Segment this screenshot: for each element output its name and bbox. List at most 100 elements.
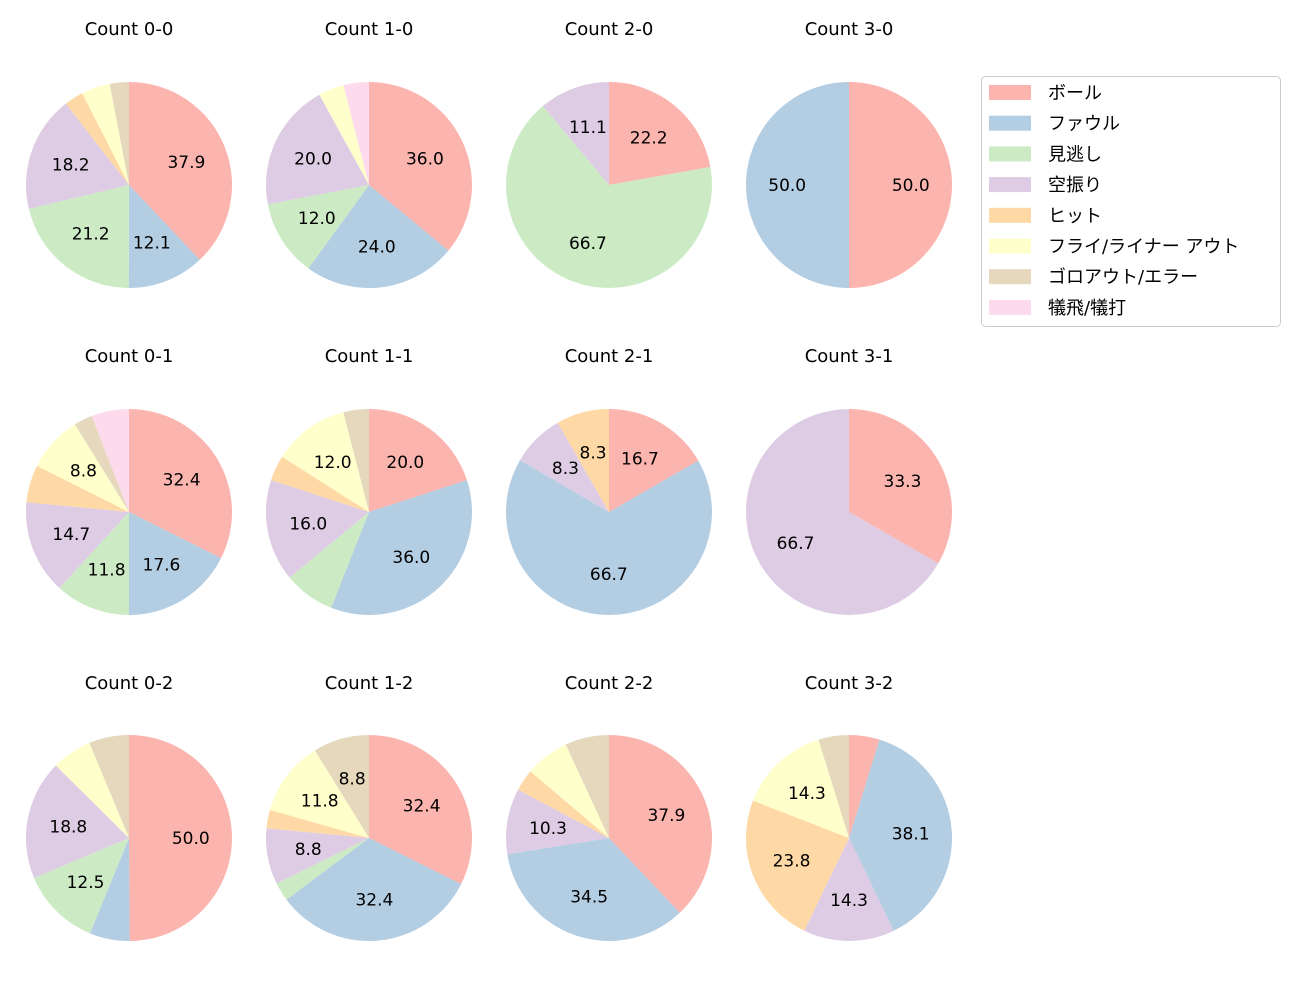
- slice-label: 12.1: [133, 233, 171, 253]
- pie-slice: [25, 103, 129, 209]
- pie-slice: [286, 838, 462, 942]
- slice-label: 66.7: [590, 565, 628, 585]
- pie-slice: [319, 85, 369, 185]
- pie-slice: [849, 739, 952, 931]
- slice-label: 17.6: [143, 556, 181, 576]
- pie-slice: [505, 789, 609, 855]
- pie-count-2-0: Count 2-0 22.2 66.7 11.1: [506, 19, 712, 288]
- pie-slice: [609, 409, 699, 512]
- pie-slice: [129, 82, 232, 260]
- pie-title: Count 2-1: [565, 346, 654, 367]
- pie-slice: [271, 456, 369, 512]
- pie-title: Count 0-2: [85, 673, 174, 694]
- slice-label: 23.8: [773, 852, 811, 872]
- pie-slice: [26, 502, 130, 588]
- pie-count-3-2: Count 3-2 38.1 14.3 23.8 14.3: [746, 673, 952, 941]
- legend-swatch: [989, 115, 1031, 131]
- pie-slice: [753, 739, 849, 838]
- legend-swatch: [989, 269, 1031, 285]
- pie-slice: [65, 93, 129, 185]
- slice-label: 8.8: [70, 461, 97, 481]
- slice-label: 8.3: [552, 459, 579, 479]
- pie-slice: [609, 82, 711, 185]
- pie-slice: [849, 82, 952, 288]
- pie-slice: [26, 465, 130, 512]
- pie-count-0-1: Count 0-1 32.4 17.6 11.8 14.7 8.8: [26, 346, 233, 615]
- pie-slice: [745, 409, 939, 616]
- legend-label: ゴロアウト/エラー: [1048, 267, 1198, 288]
- pie-slice: [609, 735, 712, 913]
- pie-slice: [82, 83, 129, 185]
- slice-label: 34.5: [570, 888, 608, 908]
- legend-label: ボール: [1048, 83, 1102, 104]
- pie-slice: [343, 82, 369, 185]
- slice-label: 14.3: [788, 784, 826, 804]
- slice-label: 33.3: [884, 472, 922, 492]
- legend-label: 犠飛/犠打: [1048, 298, 1126, 319]
- pie-slice: [804, 838, 894, 941]
- slice-label: 20.0: [386, 453, 424, 473]
- pie-title: Count 2-2: [565, 673, 654, 694]
- slice-label: 8.8: [339, 770, 366, 790]
- legend-swatch: [989, 85, 1031, 100]
- pie-slice: [74, 415, 129, 512]
- slice-label: 21.2: [72, 224, 110, 244]
- pie-slice: [818, 735, 849, 838]
- slice-label: 11.8: [301, 792, 339, 812]
- slice-label: 12.5: [67, 873, 105, 893]
- slice-label: 50.0: [768, 176, 806, 196]
- pie-slice: [267, 185, 369, 269]
- pie-slice: [506, 106, 712, 288]
- pie-title: Count 3-0: [805, 19, 894, 40]
- pie-slice: [331, 480, 472, 615]
- pie-slice: [849, 735, 880, 838]
- pie-slice: [506, 460, 712, 615]
- pie-slice: [25, 765, 129, 878]
- slice-label: 16.0: [289, 515, 327, 535]
- legend-label: ファウル: [1048, 114, 1120, 135]
- pie-slice: [28, 185, 130, 288]
- slice-label: 66.7: [777, 534, 815, 554]
- slice-label: 18.2: [52, 156, 90, 176]
- pie-slice: [91, 409, 129, 512]
- pie-slice: [343, 409, 369, 512]
- pie-slice: [128, 185, 200, 288]
- pie-slice: [266, 480, 369, 578]
- pie-count-1-0: Count 1-0 36.0 24.0 12.0 20.0: [265, 19, 472, 288]
- pie-slice: [265, 94, 369, 205]
- pie-slice: [520, 422, 609, 512]
- pie-slice: [89, 735, 129, 838]
- slice-label: 66.7: [569, 234, 607, 254]
- slice-label: 16.7: [621, 450, 659, 470]
- pie-slice: [59, 512, 129, 615]
- pie-count-3-0: Count 3-0 50.0 50.0: [746, 19, 952, 288]
- pie-slice: [314, 735, 369, 838]
- pie-slice: [565, 735, 609, 838]
- pie-title: Count 1-0: [325, 19, 414, 40]
- slice-label: 32.4: [403, 797, 441, 817]
- pie-count-1-2: Count 1-232.432.48.811.88.8: [266, 673, 473, 942]
- pie-slice: [129, 409, 233, 559]
- pie-slice: [109, 82, 129, 185]
- legend-swatch: [989, 146, 1031, 162]
- slice-label: 37.9: [167, 153, 205, 173]
- slice-label: 37.9: [647, 806, 685, 826]
- pie-title: Count 3-1: [805, 346, 894, 367]
- legend-label: ヒット: [1048, 206, 1102, 227]
- pie-slice: [308, 185, 449, 288]
- slice-label: 11.8: [88, 561, 126, 581]
- pie-count-2-2: Count 2-2 37.9 34.5 10.3: [505, 673, 712, 941]
- legend-frame: [981, 76, 1281, 327]
- pie-title: Count 0-0: [85, 19, 174, 40]
- pie-slice: [36, 424, 129, 512]
- pie-title: Count 2-0: [565, 19, 654, 40]
- slice-label: 50.0: [172, 829, 210, 849]
- pie-slice: [849, 409, 953, 564]
- pie-count-3-1: Count 3-1 33.3 66.7: [745, 346, 953, 616]
- pie-slice: [746, 800, 849, 931]
- legend-swatch: [989, 238, 1031, 254]
- pie-count-0-2: Count 0-2 50.0 12.5 18.8: [25, 673, 232, 941]
- legend-label: 空振り: [1048, 175, 1102, 196]
- slice-label: 10.3: [529, 819, 567, 839]
